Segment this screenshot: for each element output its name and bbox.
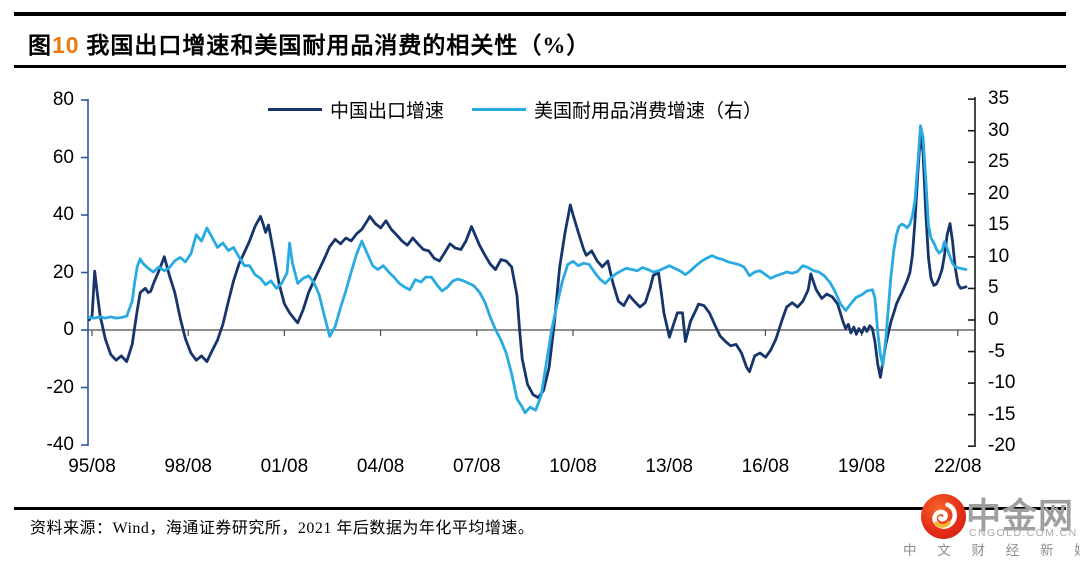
x-axis-tick-label: 13/08 <box>645 456 693 477</box>
y-axis-right-tick-label: 5 <box>988 277 999 299</box>
legend-label-china-export: 中国出口增速 <box>330 101 445 122</box>
x-axis-tick-label: 22/08 <box>934 456 982 477</box>
x-axis-tick-label: 01/08 <box>260 456 309 477</box>
cngold-logo: 中金网 CNGOLD.COM.CN 中 文 财 经 新 媒 体 <box>900 488 1080 562</box>
legend-label-us-durables: 美国耐用品消费增速（右） <box>534 101 763 122</box>
y-axis-right-tick-label: 25 <box>988 151 1010 173</box>
us-durables-line-swatch <box>472 108 527 111</box>
figure-title-text: 我国出口增速和美国耐用品消费的相关性（%） <box>79 33 591 58</box>
y-axis-left-tick-label: 0 <box>63 319 74 340</box>
y-axis-right-tick-label: 0 <box>988 309 999 330</box>
legend-item-us-durables: 美国耐用品消费增速（右） <box>472 96 762 123</box>
figure-title: 图10 我国出口增速和美国耐用品消费的相关性（%） <box>28 26 590 60</box>
x-axis-tick-label: 16/08 <box>741 456 790 477</box>
legend-item-china-export: 中国出口增速 <box>268 96 444 123</box>
y-axis-left-tick-label: 40 <box>52 204 74 225</box>
y-axis-left-tick-label: 80 <box>52 89 74 110</box>
y-axis-right-tick-label: 30 <box>988 119 1010 141</box>
x-axis-tick-label: 04/08 <box>356 456 405 477</box>
x-axis-tick-label: 07/08 <box>453 456 501 477</box>
y-axis-right-tick-label: 35 <box>988 88 1010 110</box>
y-axis-left-tick-label: 60 <box>52 146 74 168</box>
x-axis-tick-label: 10/08 <box>549 456 597 477</box>
series-line-china-export <box>87 133 968 400</box>
top-rule <box>14 12 1066 16</box>
cngold-logo-tagline: 中 文 财 经 新 媒 体 <box>903 543 1080 558</box>
source-note: 资料来源：Wind，海通证券研究所，2021 年后数据为年化平均增速。 <box>30 520 535 537</box>
y-axis-left-tick-label: -20 <box>46 376 74 398</box>
figure-number: 10 <box>52 32 80 58</box>
cngold-logo-name: 中金网 <box>966 497 1075 536</box>
y-axis-right-tick-label: 20 <box>988 182 1010 204</box>
cngold-logo-domain: CNGOLD.COM.CN <box>969 527 1078 539</box>
cngold-swirl-icon <box>920 493 967 540</box>
y-axis-right-tick-label: -10 <box>988 372 1016 394</box>
series-line-us-durables <box>87 124 968 415</box>
chart-legend: 中国出口增速 美国耐用品消费增速（右） <box>268 96 762 123</box>
x-axis-tick-label: 19/08 <box>837 456 886 477</box>
figure-title-prefix: 图 <box>28 33 52 58</box>
china-export-line-swatch <box>268 108 322 111</box>
y-axis-right-tick-label: -5 <box>988 340 1005 362</box>
y-axis-right-tick-label: -15 <box>988 403 1016 425</box>
y-axis-right-tick-label: -20 <box>988 435 1016 457</box>
title-underline-rule <box>14 65 1066 68</box>
y-axis-right-tick-label: 10 <box>988 245 1010 267</box>
y-axis-left-tick-label: 20 <box>52 261 74 283</box>
x-axis-tick-label: 95/08 <box>68 456 116 477</box>
y-axis-right-tick-label: 15 <box>988 214 1010 236</box>
x-axis-tick-label: 98/08 <box>164 456 212 477</box>
y-axis-left-tick-label: -40 <box>46 434 74 455</box>
footer-rule <box>14 507 1066 510</box>
